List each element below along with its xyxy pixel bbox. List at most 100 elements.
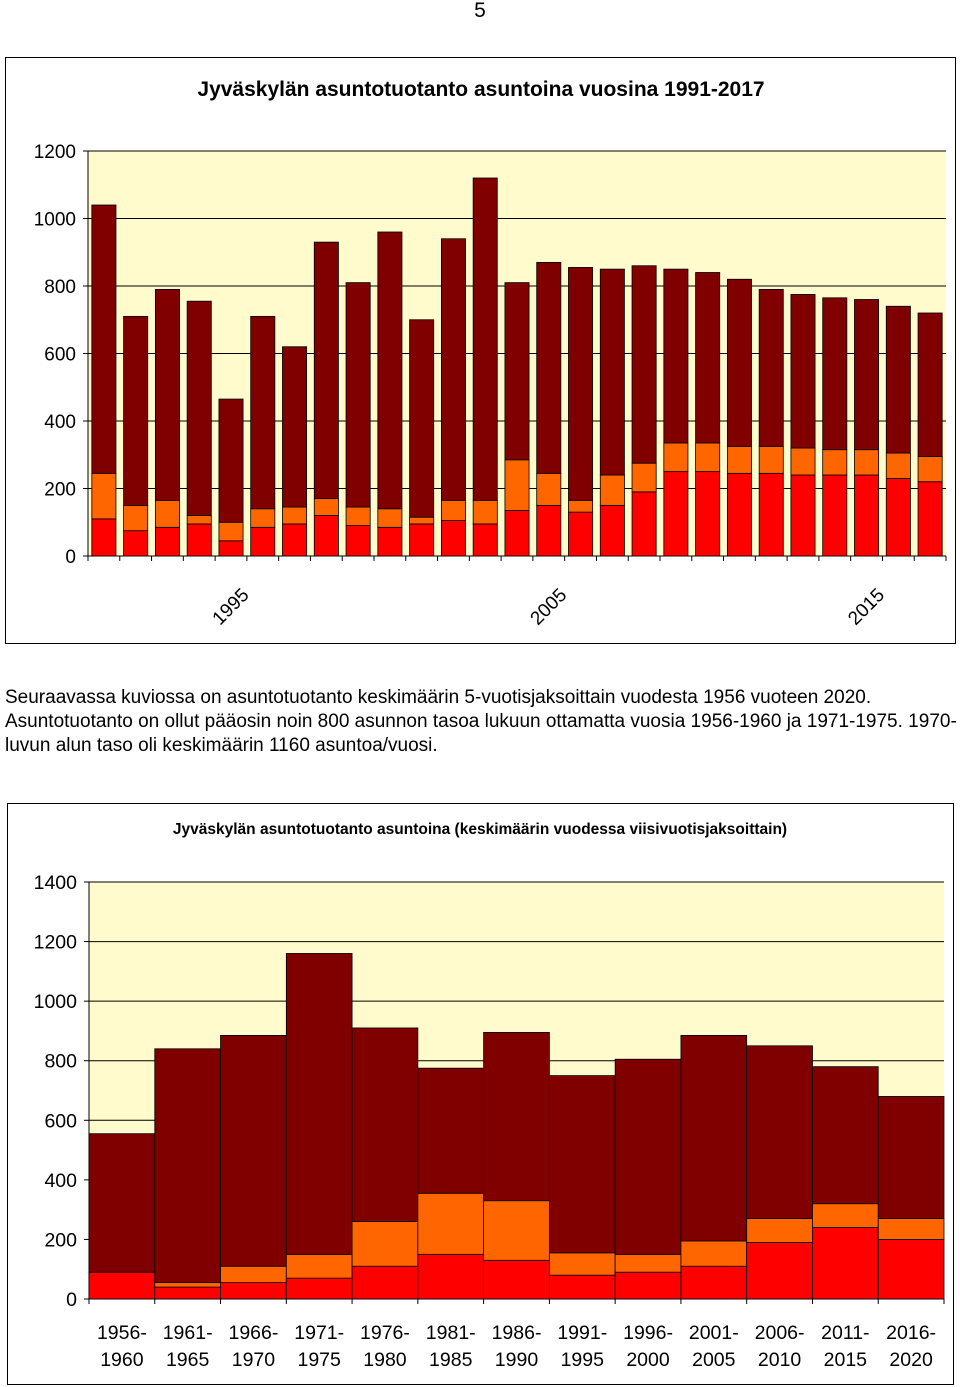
- bar-segment: [504, 459, 530, 511]
- y-tick-label: 200: [44, 1229, 77, 1251]
- bar-segment: [746, 1045, 813, 1219]
- x-tick-label: 1971-: [294, 1322, 344, 1344]
- y-tick-label: 400: [44, 1170, 77, 1192]
- bar-segment: [154, 288, 180, 501]
- bar-segment: [313, 241, 339, 500]
- bar-segment: [917, 481, 943, 557]
- x-tick-label: 1981-: [426, 1322, 476, 1344]
- chart-five-year-average: Jyväskylän asuntotuotanto asuntoina (kes…: [7, 803, 954, 1385]
- bar-segment: [917, 456, 943, 483]
- x-tick-label: 2001-: [689, 1322, 739, 1344]
- bar-segment: [877, 1218, 945, 1240]
- bar-segment: [568, 511, 594, 557]
- bar-segment: [186, 300, 212, 516]
- bar-segment: [885, 477, 911, 557]
- bar-segment: [758, 445, 784, 474]
- bar-segment: [746, 1218, 813, 1243]
- bar-segment: [483, 1259, 550, 1300]
- bar-segment: [822, 297, 848, 451]
- bar-segment: [88, 1133, 156, 1273]
- bar-segment: [631, 491, 657, 557]
- y-tick-label: 600: [44, 1110, 77, 1132]
- y-tick-label: 0: [66, 1289, 77, 1311]
- chart-five-year-svg: Jyväskylän asuntotuotanto asuntoina (kes…: [34, 821, 945, 1371]
- x-tick-label: 1970: [232, 1349, 276, 1371]
- body-paragraph: Seuraavassa kuviossa on asuntotuotanto k…: [5, 687, 957, 756]
- bar-segment: [631, 265, 657, 464]
- bar-segment: [599, 268, 625, 476]
- bar-segment: [123, 504, 149, 532]
- bar-segment: [695, 272, 721, 444]
- bar-segment: [186, 523, 212, 557]
- bar-segment: [285, 1277, 353, 1300]
- bar-segment: [877, 1096, 945, 1219]
- bar-segment: [536, 261, 562, 474]
- bar-segment: [812, 1066, 879, 1205]
- bar-segment: [123, 315, 149, 506]
- x-tick-label: 1996-: [623, 1322, 673, 1344]
- bar-segment: [345, 506, 371, 527]
- bar-segment: [220, 1034, 287, 1267]
- x-tick-label: 1980: [363, 1349, 407, 1371]
- x-tick-label: 2016-: [886, 1322, 936, 1344]
- chart-title: Jyväskylän asuntotuotanto asuntoina (kes…: [173, 821, 787, 838]
- bar-segment: [822, 449, 848, 476]
- bar-segment: [812, 1227, 879, 1300]
- bar-segment: [91, 518, 117, 557]
- bar-segment: [440, 499, 466, 521]
- bar-segment: [377, 526, 403, 557]
- bar-segment: [680, 1034, 748, 1242]
- bar-segment: [282, 346, 308, 508]
- bar-segment: [285, 953, 353, 1255]
- bar-segment: [409, 319, 435, 518]
- bar-segment: [758, 472, 784, 557]
- bar-segment: [250, 315, 276, 510]
- bar-segment: [631, 462, 657, 493]
- bar-segment: [614, 1271, 682, 1300]
- x-tick-label: 2010: [758, 1349, 802, 1371]
- y-tick-label: 1000: [34, 210, 76, 231]
- x-tick-label: 2015: [824, 1349, 868, 1371]
- x-tick-label: 2006-: [755, 1322, 805, 1344]
- bar-segment: [822, 474, 848, 557]
- x-tick-label: 1976-: [360, 1322, 410, 1344]
- x-tick-label: 1965: [166, 1349, 210, 1371]
- bar-segment: [568, 499, 594, 513]
- bar-segment: [417, 1253, 485, 1300]
- x-tick-label: 1991-: [557, 1322, 607, 1344]
- y-tick-label: 800: [44, 277, 76, 298]
- bar-segment: [695, 442, 721, 473]
- y-tick-label: 600: [44, 345, 76, 366]
- bar-segment: [351, 1027, 419, 1222]
- bar-segment: [250, 508, 276, 528]
- bar-segment: [599, 504, 625, 557]
- bar-segment: [917, 312, 943, 457]
- bar-segment: [154, 1048, 221, 1284]
- bar-segment: [548, 1252, 616, 1276]
- x-tick-label: 1975: [297, 1349, 341, 1371]
- bar-segment: [154, 1286, 221, 1300]
- bar-segment: [663, 268, 689, 444]
- bar-segment: [351, 1265, 419, 1300]
- bar-segment: [726, 472, 752, 557]
- bar-segment: [220, 1265, 287, 1284]
- x-tick-label: 1995: [209, 585, 254, 630]
- y-tick-label: 400: [44, 412, 76, 433]
- x-tick-label: 2000: [626, 1349, 670, 1371]
- bar-segment: [680, 1240, 748, 1267]
- bar-segment: [548, 1075, 616, 1254]
- x-tick-label: 1961-: [163, 1322, 213, 1344]
- bar-segment: [417, 1192, 485, 1255]
- bar-segment: [568, 267, 594, 501]
- bar-segment: [250, 526, 276, 557]
- bar-segment: [417, 1067, 485, 1194]
- bar-segment: [123, 530, 149, 557]
- bar-segment: [790, 294, 816, 449]
- bar-segment: [885, 452, 911, 479]
- x-tick-label: 2005: [692, 1349, 736, 1371]
- bar-segment: [614, 1253, 682, 1273]
- bar-segment: [282, 523, 308, 557]
- bar-segment: [854, 449, 880, 476]
- bar-segment: [220, 1282, 287, 1300]
- y-tick-label: 0: [65, 547, 76, 568]
